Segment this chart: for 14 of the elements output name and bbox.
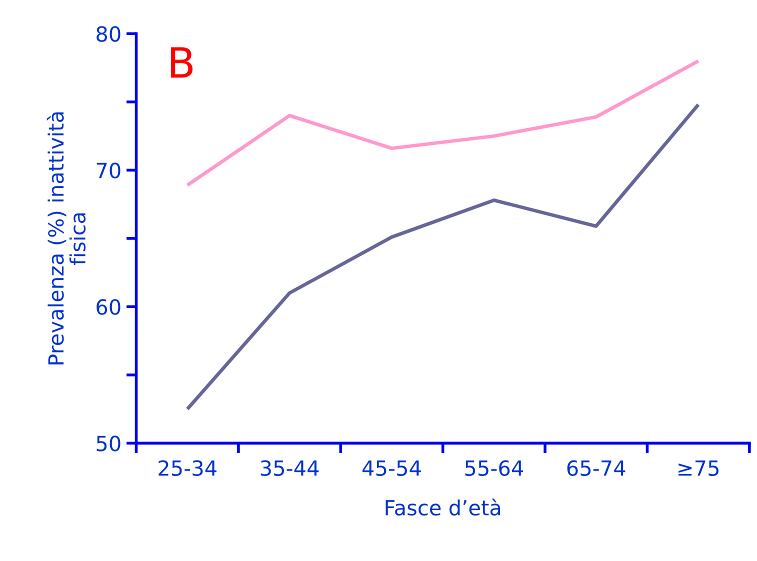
x-tick-label: 45-54: [362, 460, 421, 476]
y-tick-label: 70: [96, 162, 120, 178]
y-axis-title: Prevalenza (%) inattività fisica: [46, 112, 86, 364]
y-tick-label: 60: [96, 299, 120, 315]
x-tick-label: 25-34: [158, 460, 216, 476]
y-tick-label: 50: [96, 436, 120, 452]
x-axis-title: Fasce d’età: [386, 498, 500, 516]
x-tick-label: 65-74: [567, 460, 626, 476]
x-tick-label: 35-44: [260, 460, 319, 476]
x-tick-label: ≥75: [678, 460, 718, 476]
y-tick-label: 80: [96, 26, 120, 42]
line-series: [186, 102, 700, 411]
annotation: B: [171, 47, 193, 78]
x-tick-label: 55-64: [465, 460, 524, 476]
